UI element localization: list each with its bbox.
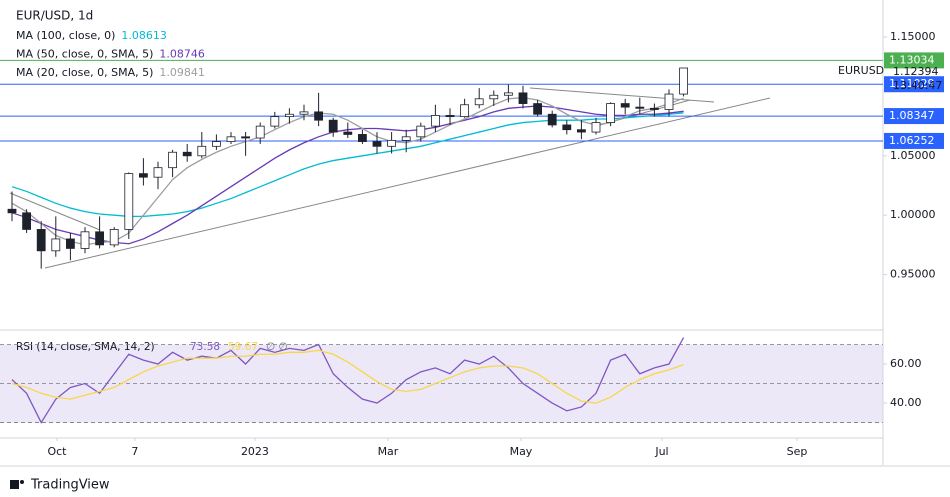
candle-body <box>270 116 280 127</box>
legend-value: 1.08613 <box>121 29 167 42</box>
candle-body <box>474 98 484 106</box>
x-tick-label: Jul <box>654 445 668 458</box>
candle-body <box>503 92 513 96</box>
legend-name: MA (20, close, 0, SMA, 5) <box>16 66 153 79</box>
candle-body <box>591 122 601 133</box>
candle-body <box>577 129 586 133</box>
rsi-legend-value: 59.67 <box>228 341 258 353</box>
candle-body <box>95 231 104 246</box>
candle-body <box>343 131 353 135</box>
candle-body <box>197 145 207 157</box>
level-label-box <box>884 132 944 149</box>
x-tick-label: 7 <box>131 445 138 458</box>
level-label: 1.13034 <box>889 53 935 66</box>
candle-body <box>372 141 382 147</box>
y-tick-label: 1.05000 <box>890 149 936 162</box>
symbol: EURUSD <box>838 64 884 77</box>
level-label-box <box>884 108 944 125</box>
moving-average <box>11 112 684 218</box>
trend-line <box>44 97 771 269</box>
candle-body <box>226 136 236 142</box>
candle-body <box>241 136 251 139</box>
legend-name: MA (100, close, 0) <box>16 29 115 42</box>
rsi-line <box>11 349 684 404</box>
legend-value: 1.09841 <box>159 66 205 79</box>
brand-name: TradingView <box>30 478 110 493</box>
chart-title: EUR/USD, 1d <box>16 9 93 23</box>
x-tick-label: 2023 <box>241 445 269 458</box>
candle-body <box>533 103 542 115</box>
candle-body <box>138 173 148 178</box>
candle-body <box>387 139 397 147</box>
candle-body <box>51 238 61 252</box>
trend-line <box>9 192 101 231</box>
countdown: 13:40:47 <box>893 79 942 92</box>
candle-body <box>22 212 32 230</box>
x-tick-label: May <box>510 445 533 458</box>
candle-body <box>80 231 90 249</box>
level-label: 1.06252 <box>889 134 935 147</box>
candle-body <box>650 107 659 110</box>
level-label: 1.11029 <box>889 77 935 90</box>
y-tick-label: 0.95000 <box>890 268 936 281</box>
candle-body <box>430 115 440 127</box>
candle-body <box>635 106 645 109</box>
rsi-na: ∅ ∅ <box>266 341 288 353</box>
rsi-legend-value: 73.58 <box>190 341 220 353</box>
candle-body <box>606 103 615 123</box>
candle-body <box>299 111 309 115</box>
x-tick-label: Oct <box>47 445 67 458</box>
candle-body <box>153 167 163 178</box>
tradingview-logo: TradingView <box>10 478 110 493</box>
y-tick-label: 1.00000 <box>890 208 936 221</box>
candle-body <box>328 119 338 133</box>
trend-line <box>529 87 715 103</box>
current-price: 1.12394 <box>893 65 939 78</box>
candle-body <box>620 103 630 108</box>
candle-body <box>124 173 134 230</box>
x-tick-label: Mar <box>378 445 399 458</box>
candle-body <box>66 238 75 249</box>
candle-body <box>445 115 455 118</box>
candle-body <box>36 229 46 252</box>
logo-mark <box>20 480 24 484</box>
level-label: 1.08347 <box>889 109 935 122</box>
candle-body <box>168 151 178 169</box>
y-tick-label: 40.00 <box>890 396 922 409</box>
legend-value: 1.08746 <box>159 48 205 61</box>
candle-body <box>255 125 265 139</box>
legend-name: MA (50, close, 0, SMA, 5) <box>16 48 153 61</box>
candle-body <box>664 93 674 110</box>
candle-body <box>547 113 557 126</box>
level-label-box <box>884 52 944 69</box>
candle-body <box>109 229 119 246</box>
candle-body <box>460 104 470 118</box>
rsi-line <box>11 337 685 424</box>
candle-body <box>314 111 324 121</box>
candle-body <box>211 141 221 147</box>
candle-body <box>416 125 426 138</box>
candle-body <box>7 208 17 214</box>
candle-body <box>357 134 367 142</box>
y-tick-label: 60.00 <box>890 357 922 370</box>
candle-body <box>562 124 572 131</box>
candle-body <box>679 67 688 95</box>
moving-average <box>11 96 684 246</box>
candle-body <box>284 113 294 118</box>
y-tick-label: 1.15000 <box>890 30 936 43</box>
candle-body <box>518 92 528 104</box>
candle-body <box>401 136 411 141</box>
x-tick-label: Sep <box>787 445 808 458</box>
candle-body <box>489 94 499 100</box>
rsi-title: RSI (14, close, SMA, 14, 2) <box>16 341 155 353</box>
level-label-box <box>884 76 944 93</box>
logo-mark <box>10 480 19 489</box>
candle-body <box>182 151 192 157</box>
